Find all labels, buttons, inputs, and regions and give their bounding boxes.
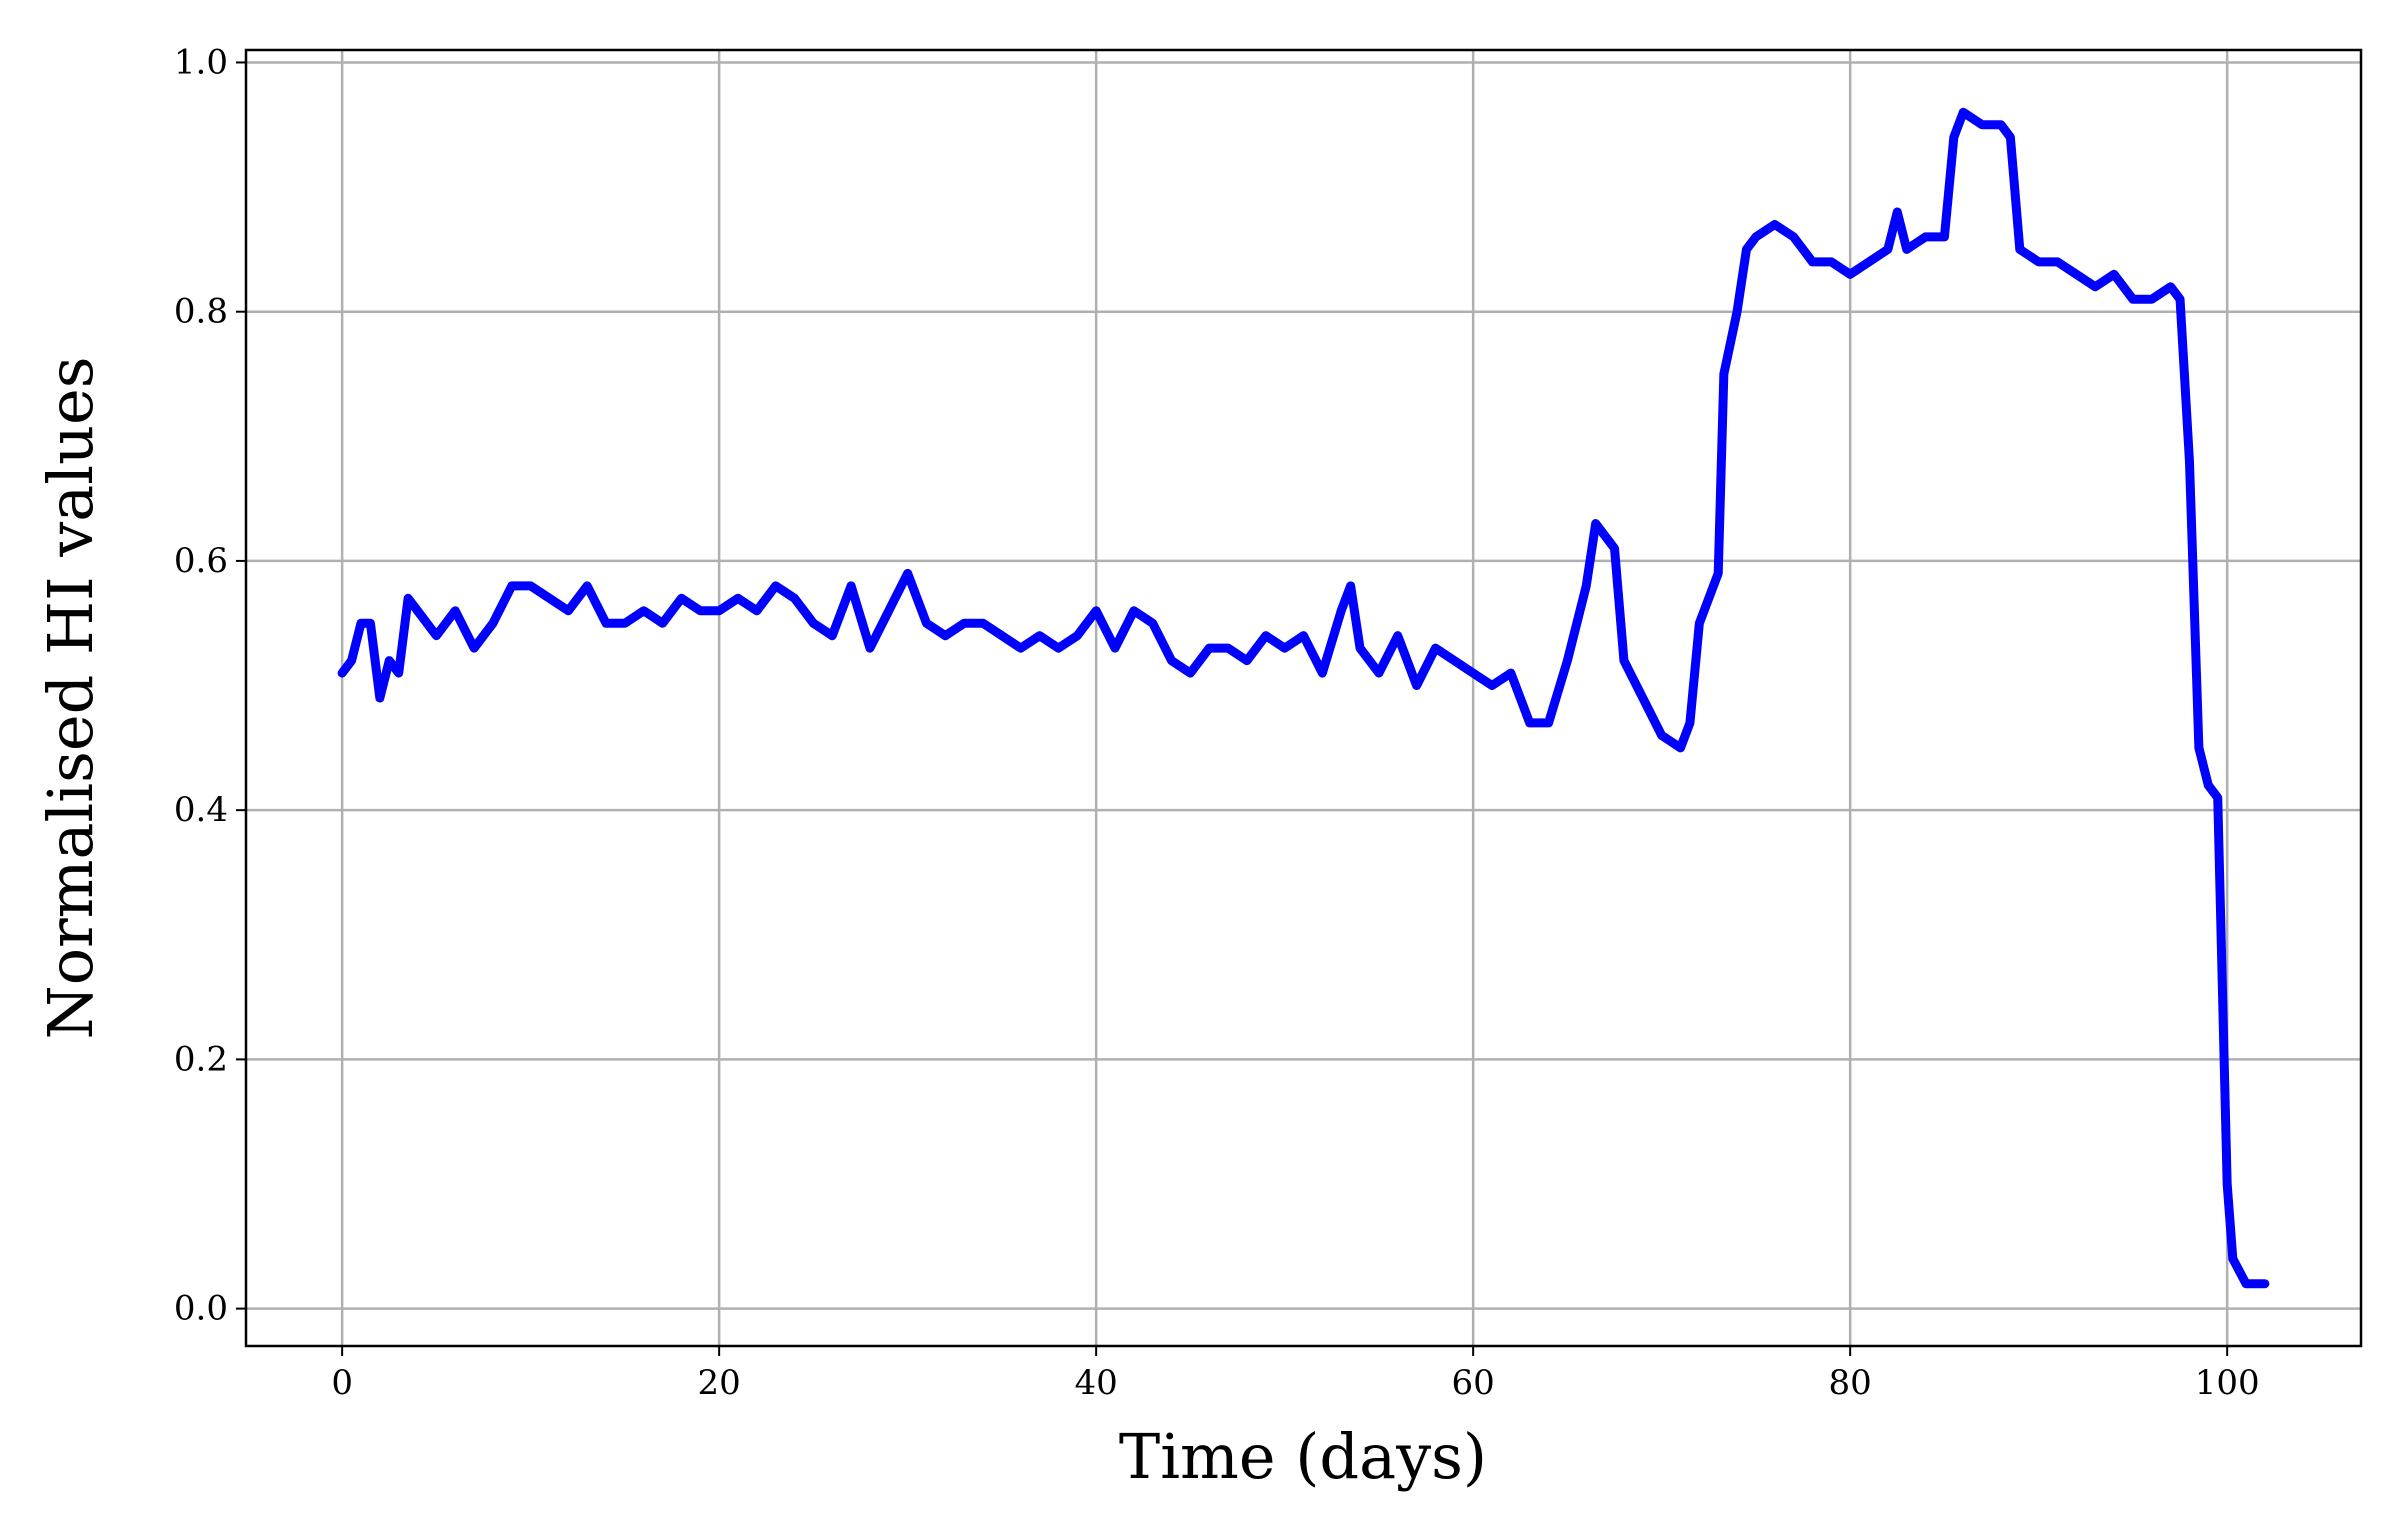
x-tick-label: 0 (331, 1363, 353, 1403)
data-line (337, 107, 2270, 1289)
x-axis-label: Time (days) (1119, 1420, 1487, 1493)
y-tick-label: 0.0 (174, 1289, 228, 1329)
x-tick-label: 40 (1075, 1363, 1118, 1403)
y-tick-label: 0.4 (174, 790, 228, 830)
y-tick-label: 1.0 (174, 42, 228, 82)
x-tick-label: 100 (2195, 1363, 2260, 1403)
y-tick-label: 0.2 (174, 1039, 228, 1079)
x-tick-label: 80 (1829, 1363, 1872, 1403)
x-tick-label: 60 (1452, 1363, 1495, 1403)
plot-frame (244, 48, 2363, 1348)
x-tick-label: 20 (698, 1363, 741, 1403)
y-axis-label: Normalised HI values (34, 356, 107, 1039)
y-tick-label: 0.8 (174, 292, 228, 332)
y-tick-label: 0.6 (174, 541, 228, 581)
